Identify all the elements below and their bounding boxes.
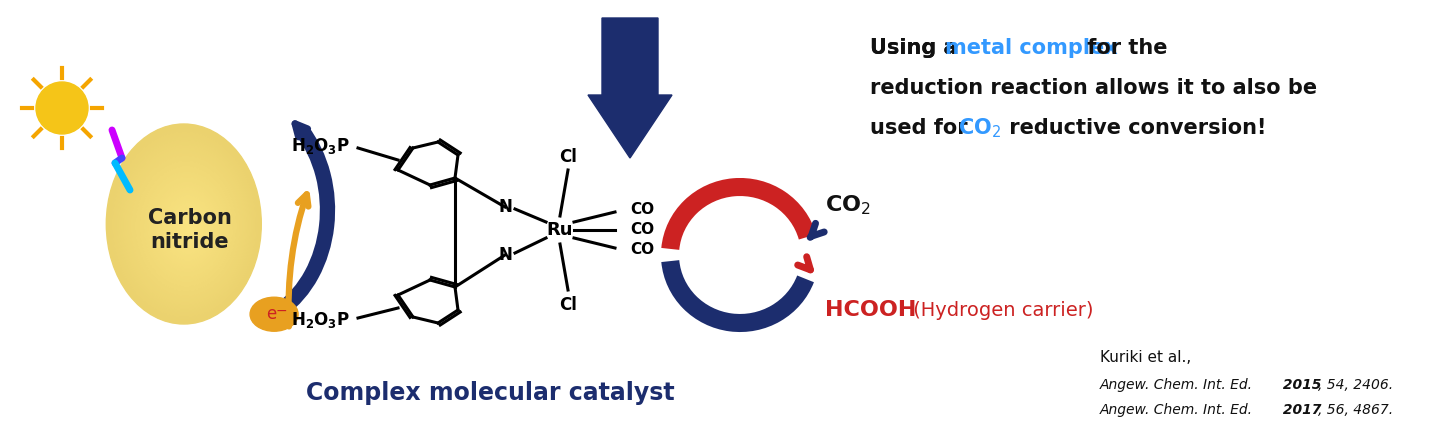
Text: Complex molecular catalyst: Complex molecular catalyst xyxy=(305,381,674,405)
Ellipse shape xyxy=(167,201,210,256)
Text: (Hydrogen carrier): (Hydrogen carrier) xyxy=(907,301,1093,319)
Ellipse shape xyxy=(117,137,252,312)
Ellipse shape xyxy=(138,164,235,289)
Ellipse shape xyxy=(166,198,212,258)
Text: CO: CO xyxy=(631,202,654,217)
Ellipse shape xyxy=(187,227,192,232)
Text: reduction reaction allows it to also be: reduction reaction allows it to also be xyxy=(870,78,1318,98)
Text: used for: used for xyxy=(870,118,975,138)
Ellipse shape xyxy=(173,209,204,249)
Ellipse shape xyxy=(163,195,213,260)
Ellipse shape xyxy=(177,214,200,244)
Text: 2017: 2017 xyxy=(1279,403,1322,417)
Ellipse shape xyxy=(176,212,203,246)
Text: Using a: Using a xyxy=(870,38,965,58)
Ellipse shape xyxy=(184,222,196,237)
Ellipse shape xyxy=(130,153,242,298)
Text: , 54, 2406.: , 54, 2406. xyxy=(1318,378,1392,392)
Circle shape xyxy=(36,82,88,134)
Text: N: N xyxy=(498,246,513,264)
Ellipse shape xyxy=(154,185,220,270)
Ellipse shape xyxy=(107,124,261,324)
Text: Ru: Ru xyxy=(547,221,573,239)
Ellipse shape xyxy=(150,180,223,275)
Text: e: e xyxy=(266,305,276,323)
Text: 2015: 2015 xyxy=(1279,378,1322,392)
Ellipse shape xyxy=(168,203,207,253)
Ellipse shape xyxy=(251,297,298,331)
Text: −: − xyxy=(275,304,287,318)
Ellipse shape xyxy=(135,161,236,291)
Text: Cl: Cl xyxy=(559,148,577,166)
Ellipse shape xyxy=(145,174,228,279)
Ellipse shape xyxy=(108,127,259,322)
Text: Cl: Cl xyxy=(559,296,577,314)
Ellipse shape xyxy=(131,156,240,296)
FancyArrow shape xyxy=(588,18,672,158)
Text: for the: for the xyxy=(1080,38,1168,58)
Text: Kuriki et al.,: Kuriki et al., xyxy=(1100,351,1191,366)
Ellipse shape xyxy=(148,177,226,277)
Ellipse shape xyxy=(157,187,219,268)
Ellipse shape xyxy=(171,206,206,251)
Text: Angew. Chem. Int. Ed.: Angew. Chem. Int. Ed. xyxy=(1100,403,1253,417)
Text: CO: CO xyxy=(631,242,654,257)
Ellipse shape xyxy=(111,129,258,319)
Text: Angew. Chem. Int. Ed.: Angew. Chem. Int. Ed. xyxy=(1100,378,1253,392)
Ellipse shape xyxy=(122,145,248,305)
Text: metal complex: metal complex xyxy=(945,38,1117,58)
Ellipse shape xyxy=(120,140,251,310)
Text: reductive conversion!: reductive conversion! xyxy=(1002,118,1266,138)
Text: , 56, 4867.: , 56, 4867. xyxy=(1318,403,1392,417)
Ellipse shape xyxy=(158,190,217,265)
Ellipse shape xyxy=(140,166,233,286)
Text: CO$_2$: CO$_2$ xyxy=(958,116,1001,140)
Ellipse shape xyxy=(134,158,238,293)
Text: HCOOH: HCOOH xyxy=(825,300,916,320)
Ellipse shape xyxy=(112,132,256,317)
Text: CO$_2$: CO$_2$ xyxy=(825,193,871,217)
Ellipse shape xyxy=(115,135,255,315)
Ellipse shape xyxy=(181,220,197,239)
Ellipse shape xyxy=(127,150,243,301)
Text: Using a: Using a xyxy=(870,38,965,58)
Ellipse shape xyxy=(121,143,249,308)
Text: CO: CO xyxy=(631,223,654,238)
Text: Carbon
nitride: Carbon nitride xyxy=(148,209,232,252)
Ellipse shape xyxy=(143,169,230,284)
Ellipse shape xyxy=(186,225,193,235)
Ellipse shape xyxy=(180,217,199,242)
Text: $\mathbf{H_2O_3P}$: $\mathbf{H_2O_3P}$ xyxy=(291,136,350,156)
Text: $\mathbf{H_2O_3P}$: $\mathbf{H_2O_3P}$ xyxy=(291,310,350,330)
Ellipse shape xyxy=(144,172,229,282)
Text: N: N xyxy=(498,198,513,216)
Ellipse shape xyxy=(125,148,245,303)
Ellipse shape xyxy=(161,193,215,263)
Ellipse shape xyxy=(153,182,222,272)
